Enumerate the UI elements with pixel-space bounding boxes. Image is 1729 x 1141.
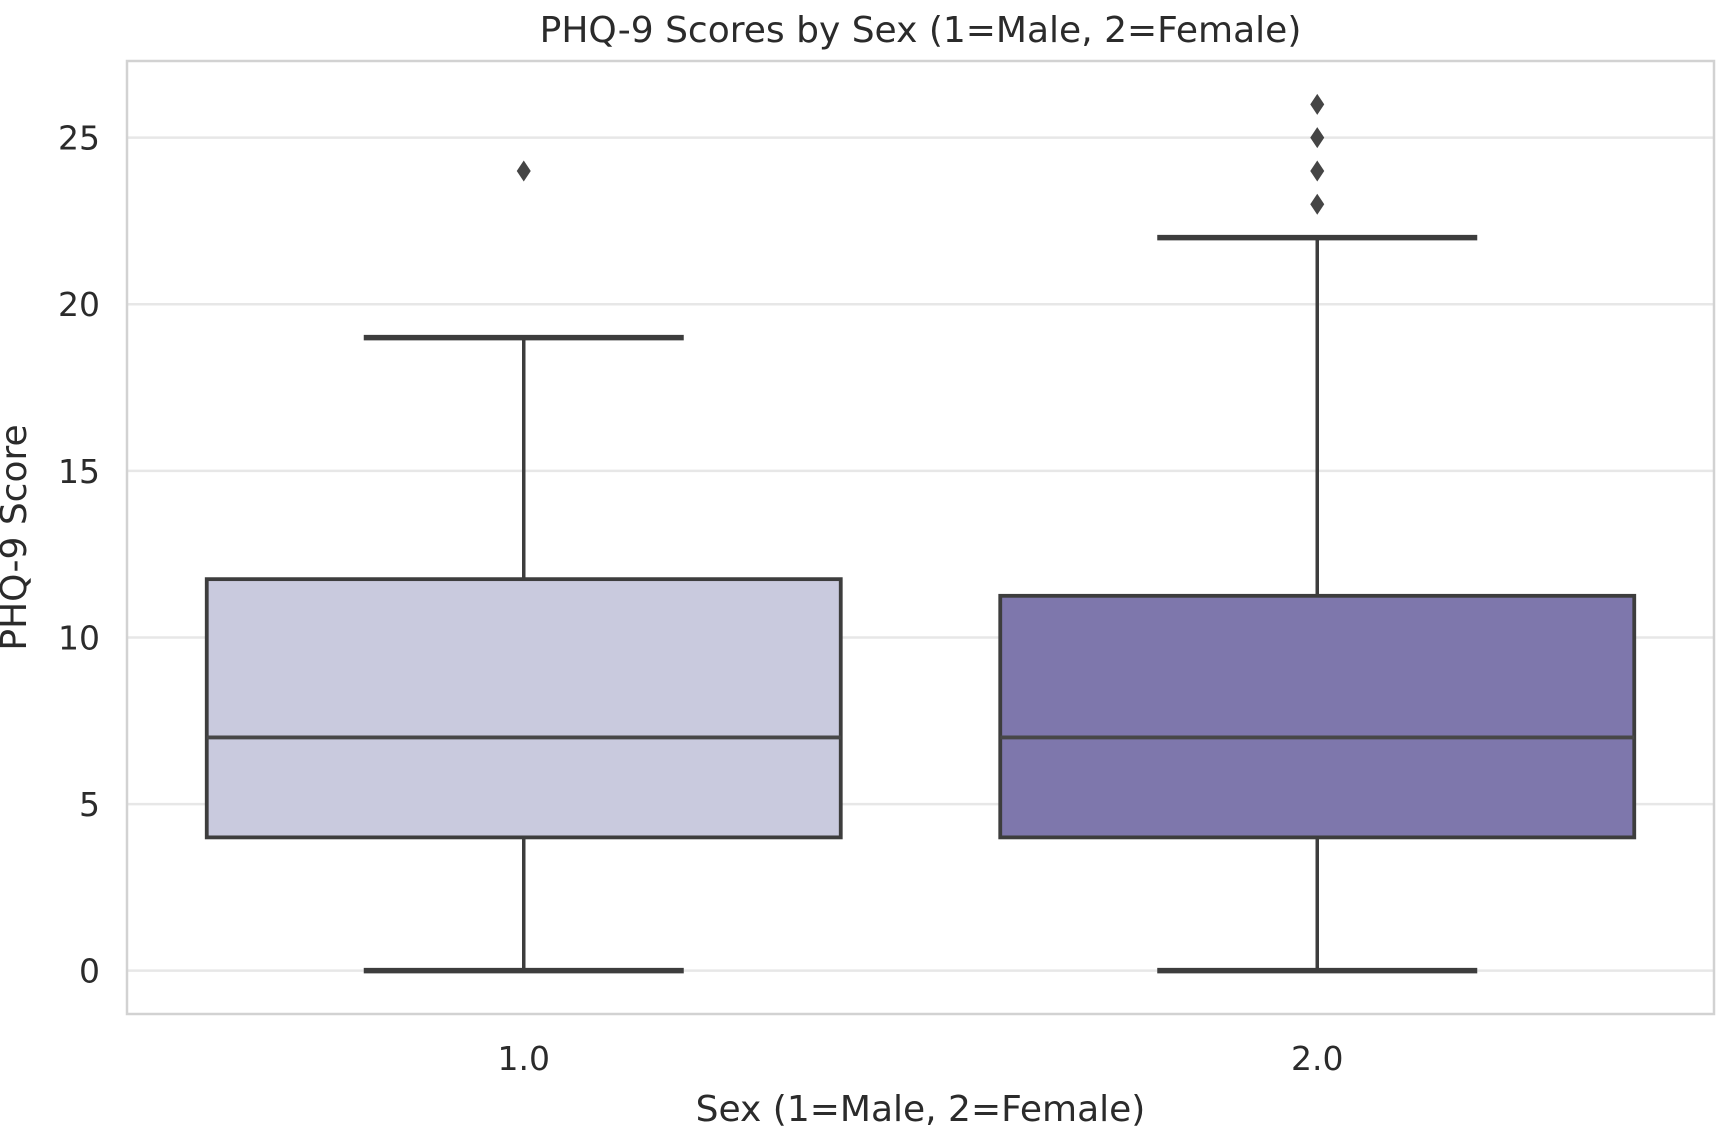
x-tick-label-1.0: 1.0 [498,1039,550,1078]
y-tick-label-15: 15 [58,452,100,491]
box-group-1.0 [204,160,843,974]
plot-border [125,59,1716,1016]
box-group-2.0 [998,93,1637,974]
y-tick-label-5: 5 [79,785,100,824]
y-tick-label-10: 10 [58,618,100,657]
outlier-diamond-24 [1310,160,1325,182]
y-axis-label: PHQ-9 Score [0,424,35,650]
outlier-diamond-25 [1310,127,1325,149]
outlier-diamond-26 [1310,93,1325,115]
iqr-box [204,577,843,840]
y-tick-label-0: 0 [79,952,100,991]
iqr-box [998,593,1637,840]
outlier-diamond-24 [516,160,531,182]
outlier-diamond-23 [1310,193,1325,215]
plot-area [127,61,1714,1014]
y-tick-label-20: 20 [58,285,100,324]
y-tick-label-25: 25 [58,119,100,158]
x-axis-label: Sex (1=Male, 2=Female) [696,1089,1146,1130]
chart-title: PHQ-9 Scores by Sex (1=Male, 2=Female) [540,10,1302,51]
x-tick-label-2.0: 2.0 [1291,1039,1343,1078]
